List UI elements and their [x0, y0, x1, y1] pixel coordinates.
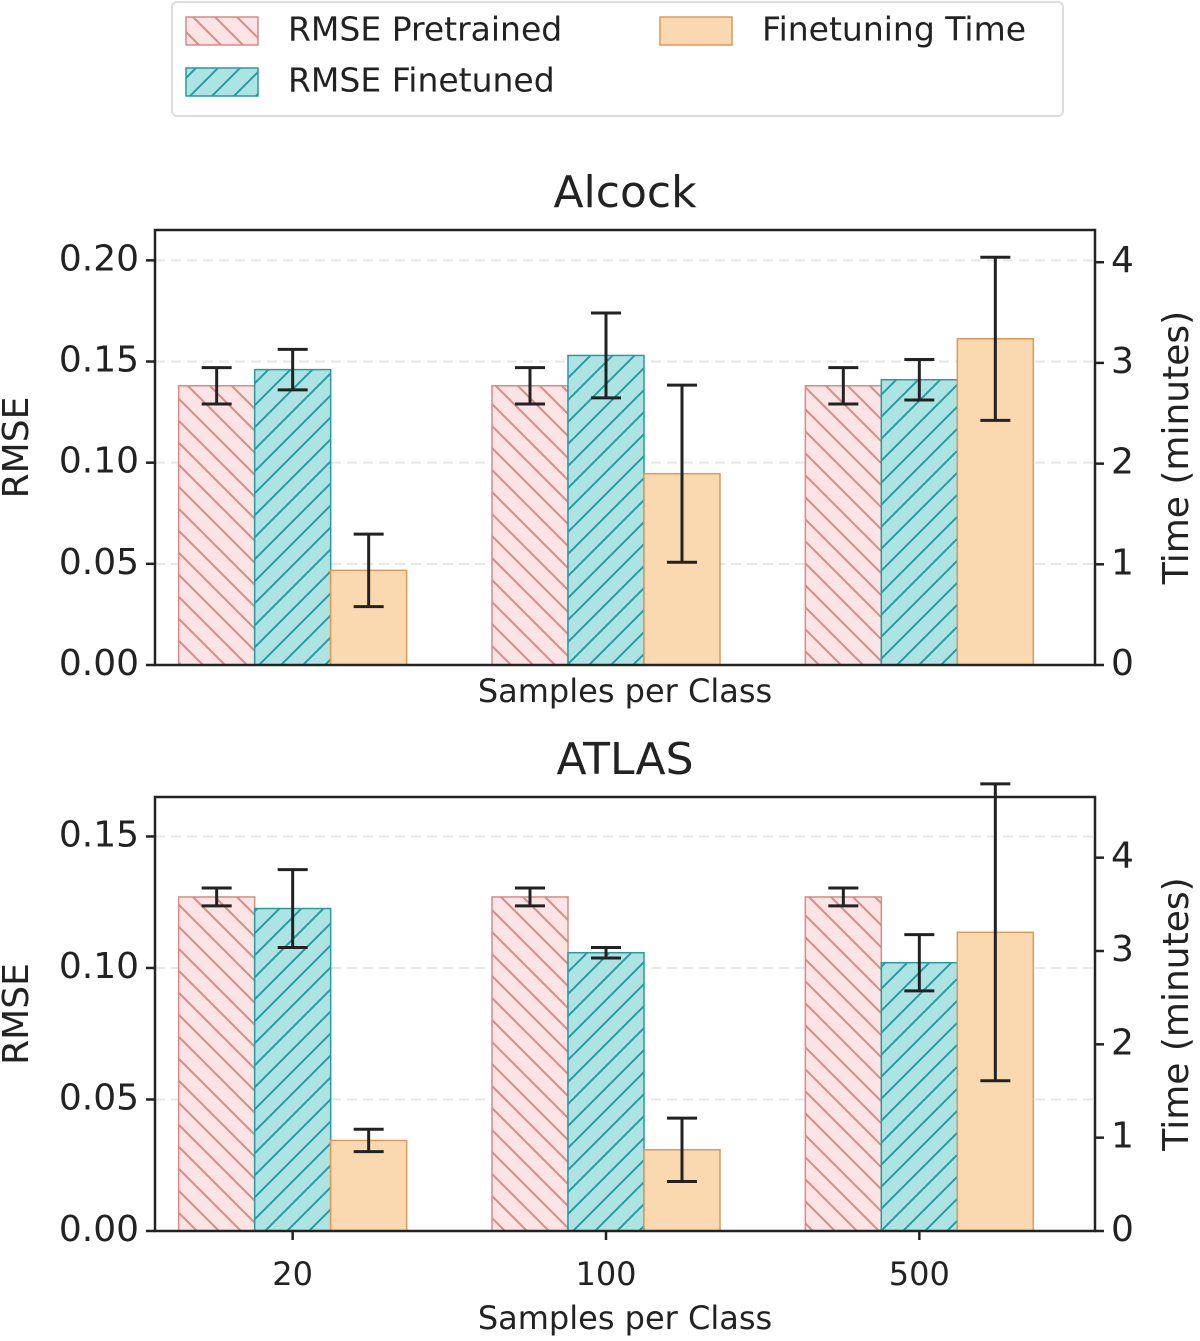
- legend-swatch: [185, 16, 259, 46]
- legend-swatch: [185, 67, 259, 97]
- bar: [253, 907, 332, 1232]
- y2-tick-label: 4: [1111, 836, 1134, 877]
- bar: [804, 385, 883, 666]
- y-axis-label: RMSE: [0, 963, 37, 1065]
- plot-frame: [153, 795, 1097, 1233]
- y-tick-label: 0.00: [59, 643, 139, 684]
- x-tick-label: 20: [272, 1255, 313, 1293]
- x-tick-label: 500: [889, 1255, 950, 1293]
- subplot-title: ATLAS: [556, 734, 693, 785]
- legend-box: [171, 1, 1064, 117]
- y-tick-label: 0.15: [59, 340, 139, 381]
- bar: [880, 961, 959, 1232]
- bar: [491, 896, 569, 1232]
- bar: [177, 896, 256, 1232]
- y2-tick-label: 3: [1111, 341, 1134, 382]
- y2-tick-label: 3: [1111, 929, 1134, 970]
- bar: [491, 385, 569, 666]
- y2-tick-label: 4: [1111, 240, 1134, 281]
- y-axis-label: RMSE: [0, 397, 37, 499]
- y-tick-label: 0.15: [59, 814, 139, 855]
- x-axis-label: Samples per Class: [478, 1299, 772, 1337]
- legend-label: RMSE Pretrained: [288, 10, 562, 49]
- bar: [253, 368, 332, 666]
- y2-tick-label: 2: [1111, 442, 1134, 483]
- y-tick-label: 0.05: [59, 542, 139, 583]
- y-tick-label: 0.10: [59, 946, 139, 987]
- legend-label: Finetuning Time: [762, 10, 1026, 49]
- bar: [567, 951, 645, 1232]
- y2-tick-label: 0: [1111, 1209, 1134, 1250]
- x-axis-label: Samples per Class: [478, 672, 772, 710]
- bar: [329, 1139, 408, 1232]
- plot-frame: [153, 228, 1097, 667]
- y2-tick-label: 1: [1111, 1116, 1134, 1157]
- bar: [880, 378, 959, 666]
- y2-axis-label: Time (minutes): [1156, 877, 1197, 1151]
- x-tick-label: 100: [575, 1255, 636, 1293]
- subplot-title: Alcock: [553, 167, 697, 218]
- bar: [567, 354, 645, 666]
- y2-tick-label: 1: [1111, 542, 1134, 583]
- y-tick-label: 0.05: [59, 1077, 139, 1118]
- y2-axis-label: Time (minutes): [1156, 311, 1197, 585]
- legend-label: RMSE Finetuned: [288, 61, 555, 100]
- y-tick-label: 0.10: [59, 441, 139, 482]
- bar: [804, 896, 883, 1232]
- y-tick-label: 0.20: [59, 238, 139, 279]
- bar: [177, 385, 256, 666]
- y2-tick-label: 2: [1111, 1022, 1134, 1063]
- y-tick-label: 0.00: [59, 1209, 139, 1250]
- legend-swatch: [659, 16, 733, 46]
- y2-tick-label: 0: [1111, 643, 1134, 684]
